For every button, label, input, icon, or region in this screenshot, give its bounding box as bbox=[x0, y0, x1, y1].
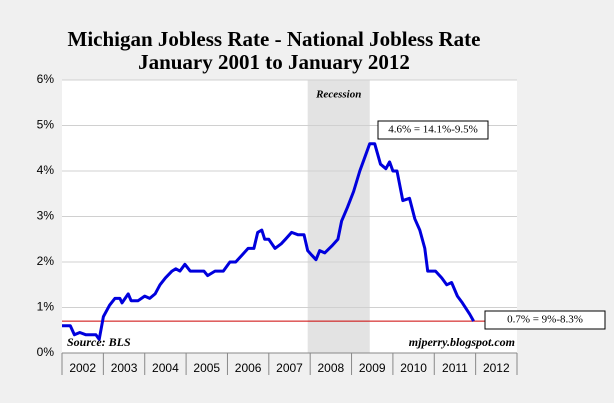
x-tick-label: 2007 bbox=[276, 361, 303, 375]
data-line bbox=[62, 142, 475, 341]
y-tick-label: 2% bbox=[37, 254, 55, 268]
recession-label: Recession bbox=[315, 89, 361, 101]
annotation-box bbox=[484, 310, 606, 330]
credit-note: mjperry.blogspot.com bbox=[409, 335, 515, 349]
y-tick-label: 5% bbox=[37, 118, 55, 132]
annotation: 4.6% = 14.1%-9.5% bbox=[388, 124, 478, 136]
y-tick-label: 3% bbox=[37, 209, 55, 223]
x-tick-label: 2011 bbox=[442, 361, 468, 375]
x-tick-label: 2008 bbox=[318, 361, 345, 375]
x-tick-label: 2002 bbox=[69, 361, 96, 375]
x-tick-label: 2003 bbox=[111, 361, 138, 375]
x-tick-label: 2005 bbox=[193, 361, 220, 375]
y-tick-label: 1% bbox=[37, 300, 55, 314]
y-tick-label: 0% bbox=[37, 345, 55, 359]
x-tick-label: 2004 bbox=[152, 361, 179, 375]
x-tick-label: 2009 bbox=[359, 361, 386, 375]
x-tick-label: 2012 bbox=[483, 361, 510, 375]
annotation-box bbox=[377, 120, 489, 140]
y-tick-label: 4% bbox=[37, 163, 55, 177]
source-note: Source: BLS bbox=[67, 335, 131, 349]
y-tick-label: 6% bbox=[37, 72, 55, 86]
chart-title: Michigan Jobless Rate - National Jobless… bbox=[68, 27, 481, 51]
plot-layer: Recession 0% 1% 2% 3% 4% 5% 6% 2002 2003 2004 2005 2… bbox=[37, 72, 606, 375]
x-tick-label: 2006 bbox=[235, 361, 262, 375]
annotation: 0.7% = 9%-8.3% bbox=[507, 314, 583, 326]
x-tick-label: 2010 bbox=[400, 361, 427, 375]
chart-subtitle: January 2001 to January 2012 bbox=[138, 50, 410, 74]
